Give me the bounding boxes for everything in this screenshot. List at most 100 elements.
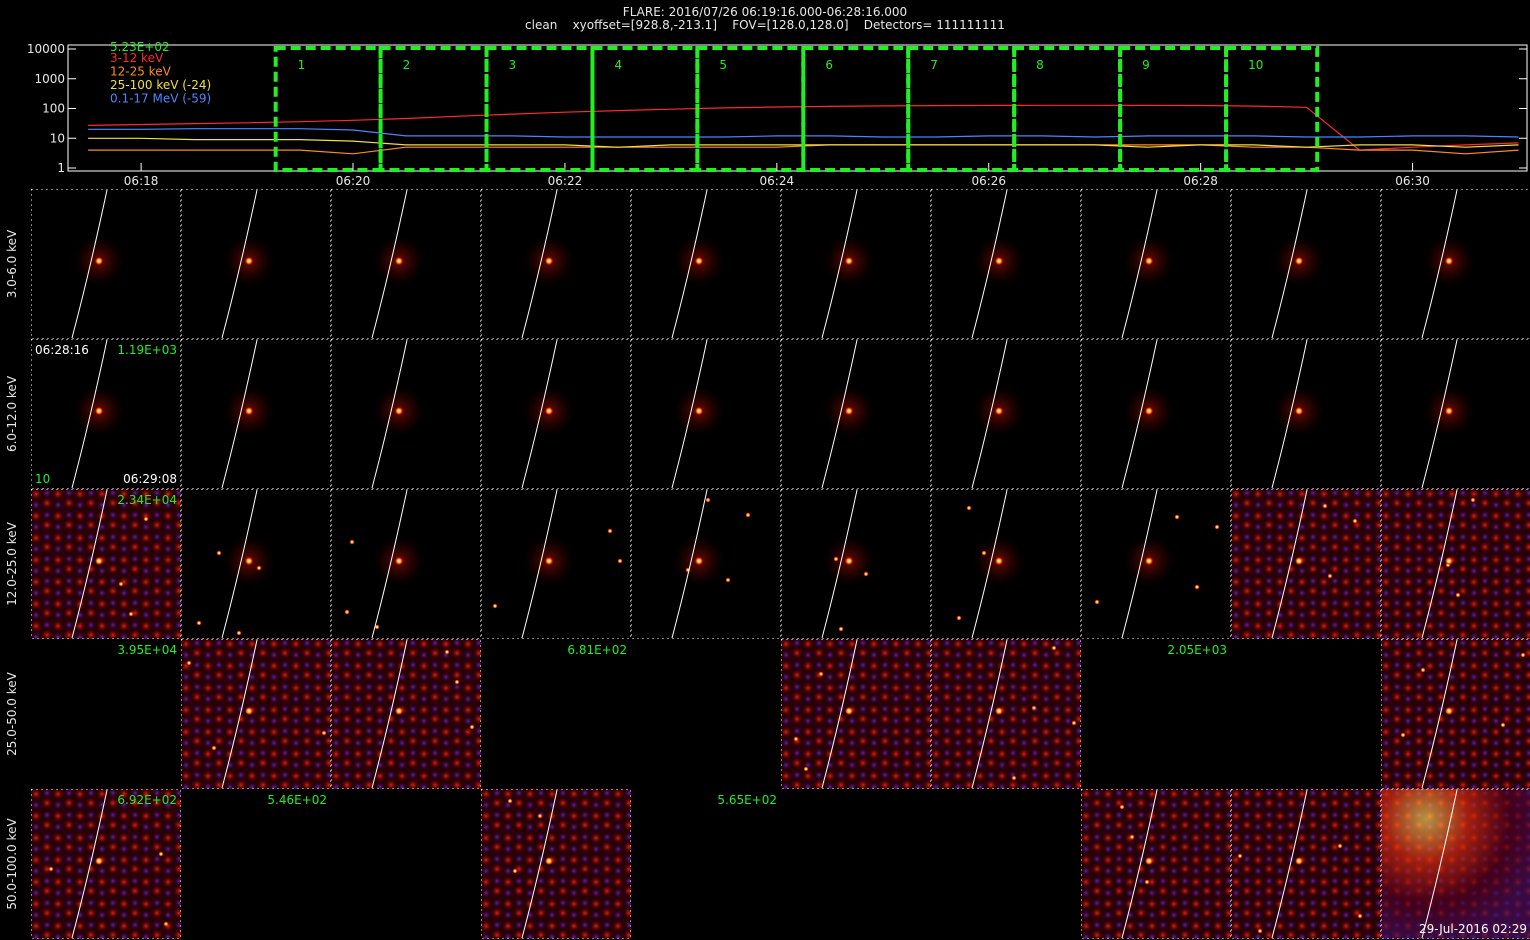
solar-limb <box>1271 189 1308 339</box>
solar-limb <box>671 339 708 489</box>
image-panel: 5.65E+02 <box>717 793 777 807</box>
source <box>1145 857 1153 865</box>
solar-limb <box>221 639 258 789</box>
spot <box>1470 497 1476 503</box>
legend-label: 12-25 keV <box>110 65 172 79</box>
interval-label: 6 <box>825 58 833 72</box>
spot <box>1237 853 1243 859</box>
solar-limb <box>1271 789 1308 939</box>
spot <box>617 558 623 564</box>
image-panel <box>181 339 331 489</box>
source <box>545 557 553 565</box>
panel-image <box>481 789 631 939</box>
spot <box>158 851 164 857</box>
image-panel <box>1381 339 1530 489</box>
image-panel <box>781 339 931 489</box>
interval-label: 2 <box>403 58 411 72</box>
image-panel <box>1381 639 1530 789</box>
panel-image <box>1231 789 1381 939</box>
panel-image <box>181 639 331 789</box>
image-panel: 2.05E+03 <box>1167 643 1227 657</box>
spot <box>1337 843 1343 849</box>
panel-image <box>31 489 181 639</box>
image-panel <box>1081 489 1231 639</box>
spot <box>1071 720 1077 726</box>
source <box>695 257 703 265</box>
spot <box>1129 834 1135 840</box>
row-label: 50.0-100.0 keV <box>5 818 19 910</box>
solar-limb <box>371 489 408 639</box>
spot <box>537 813 543 819</box>
image-panel <box>631 489 781 639</box>
source <box>545 407 553 415</box>
interval-box <box>1224 46 1320 172</box>
panel-label: 2.34E+04 <box>117 493 177 507</box>
image-panel <box>481 189 631 339</box>
image-panel <box>1231 489 1381 639</box>
panel-image <box>1231 489 1381 639</box>
source <box>1145 257 1153 265</box>
image-panel <box>1231 189 1381 339</box>
source <box>995 407 1003 415</box>
solar-limb <box>221 189 258 339</box>
spot <box>1119 804 1125 810</box>
panel-label: 2.05E+03 <box>1167 643 1227 657</box>
solar-limb <box>1121 189 1158 339</box>
y-tick-label: 10 <box>50 131 65 145</box>
source <box>545 857 553 865</box>
x-tick-label: 06:30 <box>1395 174 1430 188</box>
spot <box>186 660 192 666</box>
solar-limb <box>521 339 558 489</box>
y-tick-label: 10000 <box>27 42 65 56</box>
source <box>245 707 253 715</box>
image-panel <box>1081 339 1231 489</box>
interval-box <box>695 46 806 172</box>
spot <box>818 671 824 677</box>
legend-label: 25-100 keV (-24) <box>110 78 211 92</box>
source <box>845 257 853 265</box>
spot <box>454 679 460 685</box>
spot <box>705 497 711 503</box>
image-panel <box>931 189 1081 339</box>
spot <box>1500 722 1506 728</box>
spot <box>118 581 124 587</box>
y-tick-label: 100 <box>42 102 65 116</box>
x-tick-label: 06:20 <box>336 174 371 188</box>
panel-label: 5.46E+02 <box>267 793 327 807</box>
image-panel <box>1381 489 1530 639</box>
source <box>1445 257 1453 265</box>
spot <box>956 615 962 621</box>
source <box>1145 407 1153 415</box>
source <box>845 407 853 415</box>
spot <box>1352 518 1358 524</box>
solar-limb <box>71 489 108 639</box>
spot <box>1194 584 1200 590</box>
image-panel <box>481 339 631 489</box>
image-panel <box>331 489 481 639</box>
spot <box>211 745 217 751</box>
spot <box>48 866 54 872</box>
spot <box>725 577 731 583</box>
interval-label: 9 <box>1142 58 1150 72</box>
source <box>845 707 853 715</box>
solar-limb <box>971 489 1008 639</box>
spot <box>128 611 134 617</box>
image-panel <box>781 489 931 639</box>
interval-label: 7 <box>930 58 938 72</box>
x-tick-label: 06:24 <box>760 174 795 188</box>
solar-limb <box>221 489 258 639</box>
source <box>695 557 703 565</box>
solar-limb <box>521 789 558 939</box>
x-tick-label: 06:18 <box>124 174 159 188</box>
image-panel <box>931 639 1081 789</box>
spot <box>1455 592 1461 598</box>
row-label: 12.0-25.0 keV <box>5 521 19 605</box>
image-panel <box>781 639 931 789</box>
legend-label: 0.1-17 MeV (-59) <box>110 92 211 106</box>
panel-image <box>31 789 181 939</box>
row-label: 25.0-50.0 keV <box>5 671 19 755</box>
panel-label: 06:28:16 <box>35 343 89 357</box>
interval-label: 5 <box>719 58 727 72</box>
interval-box <box>484 46 595 172</box>
